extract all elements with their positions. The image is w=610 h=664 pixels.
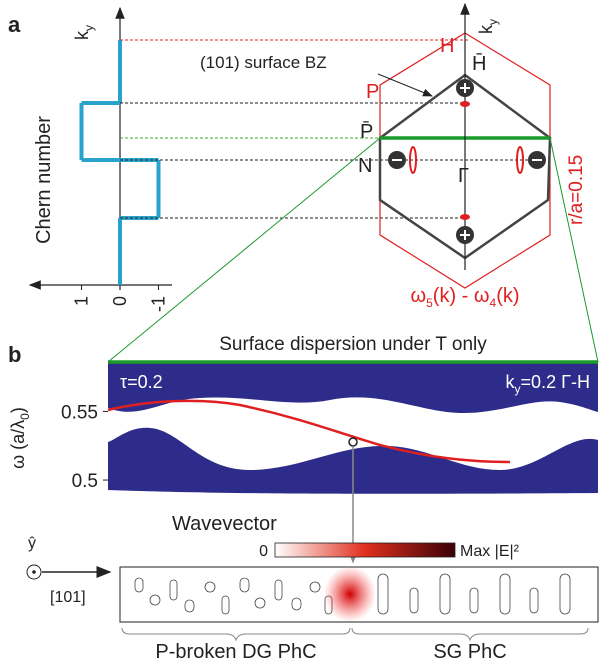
point-label: N [358,155,372,177]
axis-label: [101] [50,589,86,606]
plot-title: Surface dispersion under T only [219,334,487,355]
zoom-line [549,137,599,363]
field-intensity [324,566,376,622]
panel-label: a [8,12,21,37]
panel-label: b [8,342,21,367]
ky-label: ky [72,25,96,40]
y-tick-label: 0.55 [61,402,98,423]
bz-red [379,32,551,289]
x-tick-label: -1 [149,296,169,312]
bz-label: (101) surface BZ [200,53,327,72]
point-label: P̄ [360,120,373,143]
brace [121,627,351,642]
ky-label: ky [476,19,500,34]
ky-label: ky=0.2 Γ-H [506,372,590,396]
region-label: P-broken DG PhC [155,641,316,663]
x-axis-label: Wavevector [172,513,277,535]
brace [351,627,589,642]
y-tick-label: 0.5 [72,471,98,492]
colorbar [274,542,456,558]
surface-state [107,399,511,464]
band-gap [108,397,598,470]
formula: ω5(k) - ω4(k) [410,285,519,310]
x-tick-label: 0 [110,296,130,306]
tau-label: τ=0.2 [120,372,163,392]
point-label: H̄ [472,52,486,75]
zoom-line [107,137,381,363]
point-label: H [440,35,454,57]
y-ticks: 0.55 0.5 [61,402,108,492]
axis-icon [32,570,36,574]
point-label: Γ [458,165,469,187]
structure-holes [134,573,571,615]
colorbar-max: Max |E|² [460,543,520,560]
point-label: P [366,81,379,103]
region-label: SG PhC [433,641,506,663]
axis-label: ŷ [28,535,36,552]
axis-icon [26,564,42,580]
y-axis-label: Chern number [33,116,55,244]
x-tick-label: 1 [72,296,92,306]
arrow [377,73,433,97]
y-axis-label: ω (a/λ0) [8,407,32,469]
ratio: r/a=0.15 [566,155,587,225]
weyl-points [388,79,546,244]
colorbar-min: 0 [259,543,268,560]
